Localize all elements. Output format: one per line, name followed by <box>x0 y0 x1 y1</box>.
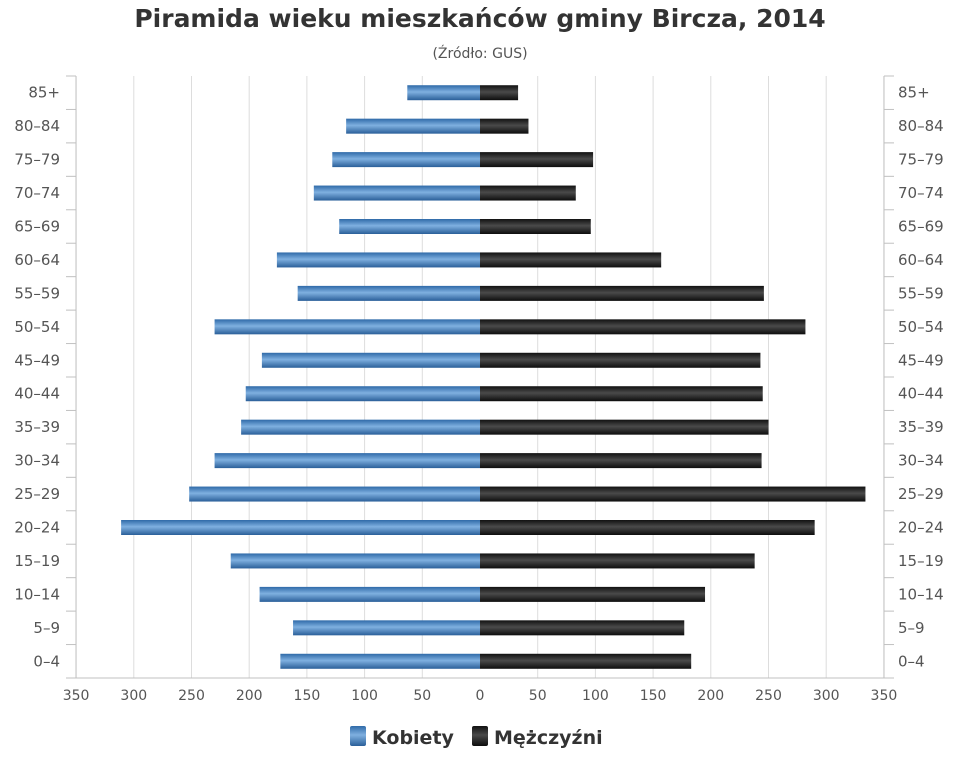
bar-kobiety-25-29 <box>189 486 480 502</box>
chart-subtitle: (Źródło: GUS) <box>432 46 528 62</box>
bar-mezczyzni-30-34 <box>480 453 762 469</box>
category-label-left: 65–69 <box>14 218 60 236</box>
bar-mezczyzni-70-74 <box>480 185 576 201</box>
bar-mezczyzni-20-24 <box>480 520 815 535</box>
category-label-right: 5–9 <box>898 619 925 637</box>
x-tick-label: 50 <box>413 688 431 704</box>
bar-mezczyzni-40-44 <box>480 386 763 402</box>
bar-kobiety-15-19 <box>230 553 480 569</box>
legend-label-mezczyzni[interactable]: Mężczyźni <box>494 727 603 749</box>
category-label-left: 55–59 <box>14 284 60 302</box>
bar-kobiety-45-49 <box>261 352 480 368</box>
x-tick-label: 150 <box>640 688 667 704</box>
bar-kobiety-60-64 <box>276 252 480 268</box>
category-label-left: 60–64 <box>14 251 60 269</box>
category-label-left: 35–39 <box>14 418 60 436</box>
category-label-right: 45–49 <box>898 351 944 369</box>
category-label-left: 10–14 <box>14 585 60 603</box>
bar-mezczyzni-75-79 <box>480 152 594 168</box>
category-label-right: 85+ <box>898 84 930 102</box>
bar-mezczyzni-65-69 <box>480 219 591 234</box>
legend-label-kobiety[interactable]: Kobiety <box>372 727 455 749</box>
x-tick-label: 250 <box>178 688 205 704</box>
bar-kobiety-85+ <box>407 85 480 101</box>
bar-mezczyzni-80-84 <box>480 118 529 134</box>
category-label-left: 25–29 <box>14 485 60 503</box>
category-label-right: 50–54 <box>898 318 944 336</box>
x-tick-label: 200 <box>697 688 724 704</box>
category-label-left: 70–74 <box>14 184 60 202</box>
bar-kobiety-70-74 <box>313 185 480 201</box>
bar-kobiety-0-4 <box>280 653 480 669</box>
category-label-left: 85+ <box>28 84 60 102</box>
category-label-left: 0–4 <box>33 652 60 670</box>
category-label-right: 65–69 <box>898 218 944 236</box>
category-label-right: 75–79 <box>898 151 944 169</box>
bar-kobiety-55-59 <box>297 285 480 301</box>
x-tick-label: 100 <box>351 688 378 704</box>
bar-mezczyzni-15-19 <box>480 553 755 569</box>
category-label-right: 10–14 <box>898 585 944 603</box>
bar-kobiety-75-79 <box>332 152 480 168</box>
category-label-right: 20–24 <box>898 519 944 537</box>
bar-mezczyzni-60-64 <box>480 252 662 268</box>
category-label-left: 30–34 <box>14 452 60 470</box>
bar-mezczyzni-55-59 <box>480 285 764 301</box>
category-label-right: 40–44 <box>898 385 944 403</box>
bar-kobiety-10-14 <box>259 586 480 602</box>
bar-kobiety-5-9 <box>293 620 480 636</box>
category-label-right: 35–39 <box>898 418 944 436</box>
bar-kobiety-50-54 <box>214 319 480 335</box>
category-label-left: 5–9 <box>33 619 60 637</box>
x-tick-label: 0 <box>476 688 485 704</box>
bar-kobiety-20-24 <box>121 520 480 535</box>
bar-kobiety-65-69 <box>339 219 480 234</box>
bar-mezczyzni-25-29 <box>480 486 866 502</box>
bar-kobiety-40-44 <box>245 386 480 402</box>
category-label-left: 15–19 <box>14 552 60 570</box>
category-label-left: 45–49 <box>14 351 60 369</box>
category-label-right: 15–19 <box>898 552 944 570</box>
bar-mezczyzni-5-9 <box>480 620 685 636</box>
bar-mezczyzni-10-14 <box>480 586 706 602</box>
bar-mezczyzni-50-54 <box>480 319 806 335</box>
bar-mezczyzni-0-4 <box>480 653 692 669</box>
category-label-left: 75–79 <box>14 151 60 169</box>
x-tick-label: 150 <box>294 688 321 704</box>
category-label-left: 80–84 <box>14 117 60 135</box>
bar-kobiety-30-34 <box>214 453 480 469</box>
x-tick-label: 200 <box>236 688 263 704</box>
x-tick-label: 50 <box>529 688 547 704</box>
chart-title: Piramida wieku mieszkańców gminy Bircza,… <box>134 4 826 33</box>
x-tick-label: 300 <box>813 688 840 704</box>
x-tick-label: 350 <box>871 688 898 704</box>
category-label-right: 70–74 <box>898 184 944 202</box>
bar-mezczyzni-35-39 <box>480 419 769 435</box>
category-label-left: 40–44 <box>14 385 60 403</box>
category-label-right: 60–64 <box>898 251 944 269</box>
category-label-right: 0–4 <box>898 652 925 670</box>
legend-swatch-kobiety[interactable] <box>350 726 366 746</box>
category-label-left: 50–54 <box>14 318 60 336</box>
category-label-right: 30–34 <box>898 452 944 470</box>
bar-mezczyzni-45-49 <box>480 352 761 368</box>
x-tick-label: 300 <box>120 688 147 704</box>
legend-swatch-mezczyzni[interactable] <box>472 726 488 746</box>
x-tick-label: 250 <box>755 688 782 704</box>
category-label-right: 80–84 <box>898 117 944 135</box>
bar-kobiety-35-39 <box>241 419 480 435</box>
category-label-right: 25–29 <box>898 485 944 503</box>
category-label-right: 55–59 <box>898 284 944 302</box>
x-tick-label: 100 <box>582 688 609 704</box>
bar-kobiety-80-84 <box>346 118 480 134</box>
x-tick-label: 350 <box>63 688 90 704</box>
bar-mezczyzni-85+ <box>480 85 519 101</box>
category-label-left: 20–24 <box>14 519 60 537</box>
